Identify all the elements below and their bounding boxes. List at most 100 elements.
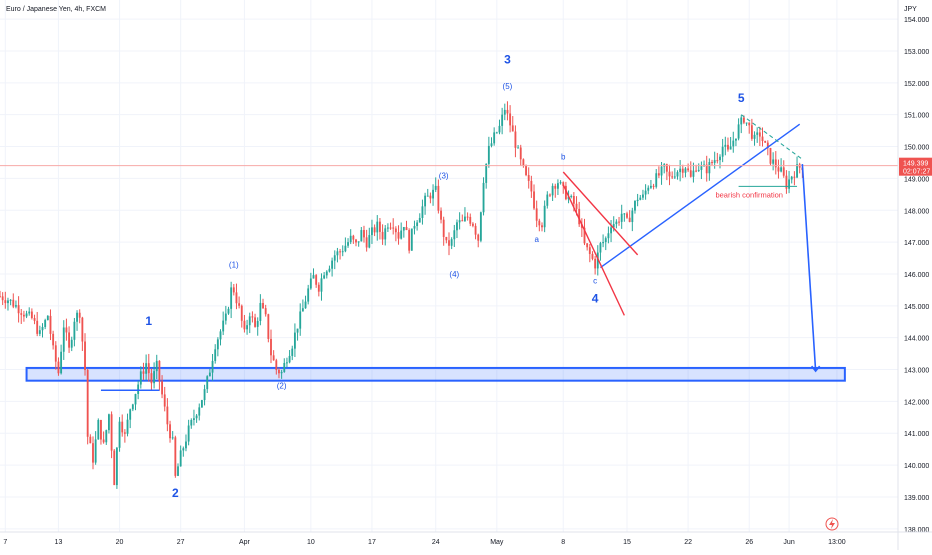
candle-body bbox=[102, 439, 105, 443]
candle-body bbox=[620, 213, 623, 222]
candle-body bbox=[681, 168, 684, 173]
candle-body bbox=[357, 241, 360, 243]
candle-body bbox=[612, 224, 615, 228]
last-price-label: 149.399 bbox=[903, 161, 928, 168]
y-tick-label: 149.000 bbox=[904, 176, 929, 183]
candle-body bbox=[402, 227, 405, 231]
y-tick-label: 147.000 bbox=[904, 240, 929, 247]
candle-body bbox=[153, 371, 156, 384]
wave-label: a bbox=[534, 235, 539, 244]
x-tick-label: 20 bbox=[116, 539, 124, 546]
candle-body bbox=[89, 436, 92, 444]
candle-body bbox=[716, 160, 719, 162]
candle-body bbox=[299, 311, 302, 329]
candle-body bbox=[145, 363, 148, 374]
candle-body bbox=[126, 419, 129, 434]
candle-body bbox=[769, 148, 772, 164]
candle-body bbox=[538, 220, 541, 226]
y-tick-label: 143.000 bbox=[904, 368, 929, 375]
candle-body bbox=[583, 227, 586, 244]
candle-body bbox=[772, 159, 775, 164]
candle-body bbox=[12, 299, 15, 307]
candle-body bbox=[392, 227, 395, 229]
candle-body bbox=[591, 253, 594, 259]
candle-body bbox=[434, 185, 437, 190]
candle-body bbox=[179, 450, 182, 467]
candle-body bbox=[429, 195, 432, 199]
candle-body bbox=[594, 258, 597, 269]
candle-body bbox=[471, 223, 474, 226]
candle-body bbox=[644, 190, 647, 195]
candle-body bbox=[41, 326, 44, 331]
candle-body bbox=[262, 302, 264, 309]
candle-body bbox=[352, 235, 355, 240]
support-zone-layer bbox=[25, 366, 846, 382]
currency-label: JPY bbox=[904, 6, 917, 13]
candle-body bbox=[424, 195, 427, 207]
x-tick-label: 15 bbox=[623, 539, 631, 546]
candle-body bbox=[764, 140, 767, 143]
candle-body bbox=[110, 414, 113, 451]
candle-body bbox=[556, 183, 559, 189]
candle-body bbox=[750, 125, 753, 139]
candle-body bbox=[626, 213, 628, 218]
candle-body bbox=[604, 238, 607, 243]
candle-body bbox=[727, 144, 729, 150]
price-axis: 154.000 153.000 152.000 151.000 150.000 149.0… bbox=[825, 0, 932, 550]
wave-label: (1) bbox=[229, 261, 239, 270]
candle-body bbox=[761, 136, 764, 141]
candle-body bbox=[440, 210, 442, 220]
y-tick-label: 152.000 bbox=[904, 81, 929, 88]
candle-body bbox=[360, 230, 363, 242]
candle-body bbox=[275, 360, 278, 370]
candle-body bbox=[469, 216, 472, 224]
x-tick-label: Apr bbox=[239, 539, 251, 546]
candle-body bbox=[296, 328, 299, 333]
candle-body bbox=[416, 222, 419, 227]
candle-body bbox=[105, 430, 108, 443]
candle-body bbox=[323, 275, 326, 279]
candle-body bbox=[588, 247, 591, 254]
candle-body bbox=[171, 437, 174, 439]
candle-body bbox=[137, 384, 140, 395]
candle-body bbox=[400, 230, 403, 239]
candle-body bbox=[533, 191, 535, 209]
candle-body bbox=[344, 245, 347, 252]
candle-body bbox=[421, 206, 424, 218]
candle-body bbox=[73, 321, 76, 340]
wave-label: 5 bbox=[738, 91, 745, 105]
candle-body bbox=[288, 355, 291, 363]
candle-body bbox=[546, 194, 549, 206]
candle-body bbox=[450, 239, 453, 246]
candle-body bbox=[432, 189, 434, 199]
candle-body bbox=[177, 466, 179, 476]
candle-body bbox=[742, 117, 745, 123]
candle-body bbox=[618, 221, 620, 223]
candle-body bbox=[405, 227, 408, 231]
candle-body bbox=[541, 225, 543, 228]
wave-label: 4 bbox=[592, 292, 599, 306]
candle-body bbox=[54, 345, 57, 362]
candle-body bbox=[735, 138, 737, 141]
candle-body bbox=[785, 175, 788, 189]
candle-body bbox=[559, 182, 562, 184]
candle-body bbox=[70, 339, 73, 348]
candle-body bbox=[671, 176, 674, 178]
candle-body bbox=[378, 221, 381, 232]
candle-body bbox=[562, 182, 565, 186]
candle-body bbox=[758, 132, 761, 137]
wave-label: (5) bbox=[503, 82, 513, 91]
y-tick-label: 139.000 bbox=[904, 495, 929, 502]
candle-body bbox=[729, 146, 732, 150]
candle-body bbox=[756, 132, 759, 135]
candle-body bbox=[713, 160, 716, 163]
candle-body bbox=[254, 317, 256, 327]
x-tick-label: 10 bbox=[307, 539, 315, 546]
candle-body bbox=[535, 208, 538, 221]
candle-body bbox=[522, 159, 525, 166]
candle-body bbox=[100, 420, 102, 440]
candle-body bbox=[264, 308, 267, 315]
candle-body bbox=[57, 361, 60, 374]
